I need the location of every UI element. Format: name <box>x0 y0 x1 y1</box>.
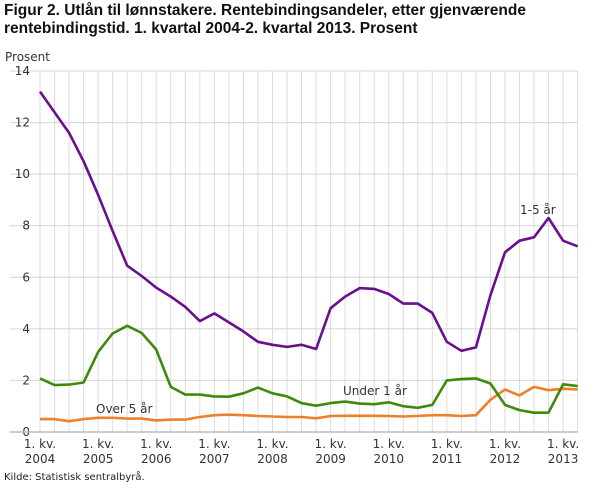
y-tick-label: 10 <box>15 167 30 181</box>
x-tick-label: 1. kv. <box>24 437 56 451</box>
y-tick-label: 4 <box>22 322 30 336</box>
x-tick-label: 2010 <box>373 452 404 466</box>
x-tick-label: 1. kv. <box>547 437 579 451</box>
x-tick-label: 1. kv. <box>82 437 114 451</box>
x-tick-label: 2009 <box>315 452 346 466</box>
y-tick-label: 2 <box>22 373 30 387</box>
series-label-over-5-ar: Over 5 år <box>96 402 152 416</box>
x-tick-label: 2011 <box>432 452 463 466</box>
y-tick-label: 6 <box>22 270 30 284</box>
x-tick-label: 2007 <box>199 452 230 466</box>
x-tick-label: 1. kv. <box>198 437 230 451</box>
x-tick-label: 2005 <box>83 452 114 466</box>
series-line-under-1-ar <box>39 324 578 415</box>
source-note: Kilde: Statistisk sentralbyrå. <box>4 472 145 483</box>
series-line-over-5-ar <box>40 385 578 423</box>
x-tick-label: 1. kv. <box>256 437 288 451</box>
y-tick-label: 14 <box>15 64 30 78</box>
x-tick-label: 2004 <box>25 452 56 466</box>
chart-title: Figur 2. Utlån til lønnstakere. Rentebin… <box>4 2 526 37</box>
x-tick-label: 2006 <box>141 452 172 466</box>
x-tick-label: 1. kv. <box>431 437 463 451</box>
x-tick-label: 1. kv. <box>140 437 172 451</box>
x-tick-label: 2012 <box>490 452 521 466</box>
y-axis-label: Prosent <box>5 50 50 64</box>
y-tick-label: 8 <box>22 219 30 233</box>
series-label-under-1-ar: Under 1 år <box>343 384 407 398</box>
x-tick-label: 1. kv. <box>314 437 346 451</box>
x-tick-label: 1. kv. <box>373 437 405 451</box>
y-tick-label: 12 <box>15 116 30 130</box>
series-line-1-5-ar <box>38 90 579 353</box>
series-label-1-5-ar: 1-5 år <box>520 203 556 217</box>
x-tick-label: 2013 <box>548 452 579 466</box>
x-tick-label: 2008 <box>257 452 288 466</box>
x-tick-label: 1. kv. <box>489 437 521 451</box>
